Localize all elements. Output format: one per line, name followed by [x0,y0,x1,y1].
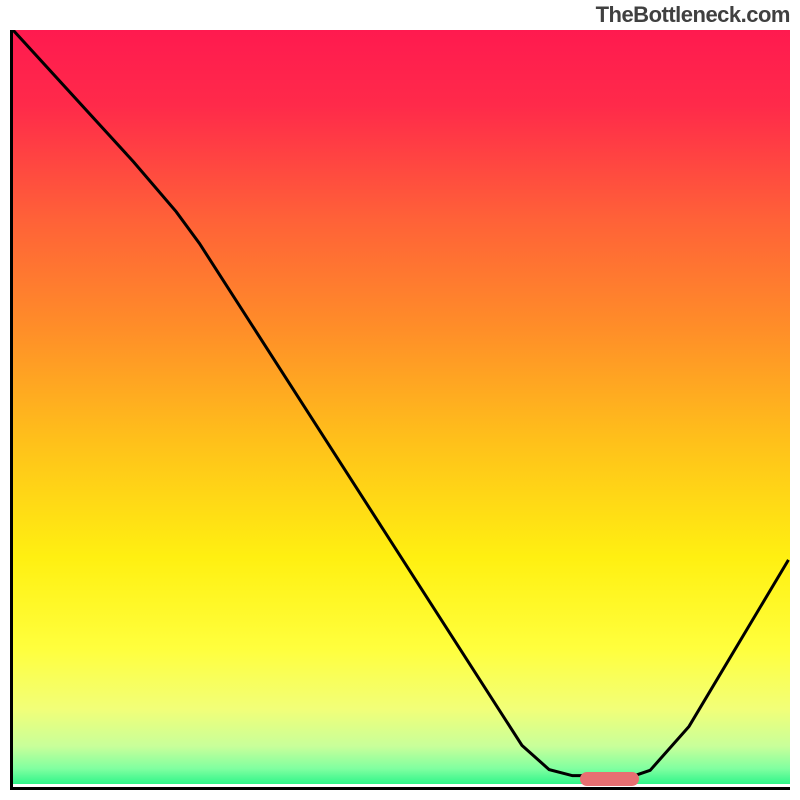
watermark-text: TheBottleneck.com [596,2,790,28]
chart-plot-area [10,30,790,790]
optimal-marker [580,772,639,786]
gradient-background [13,30,790,784]
